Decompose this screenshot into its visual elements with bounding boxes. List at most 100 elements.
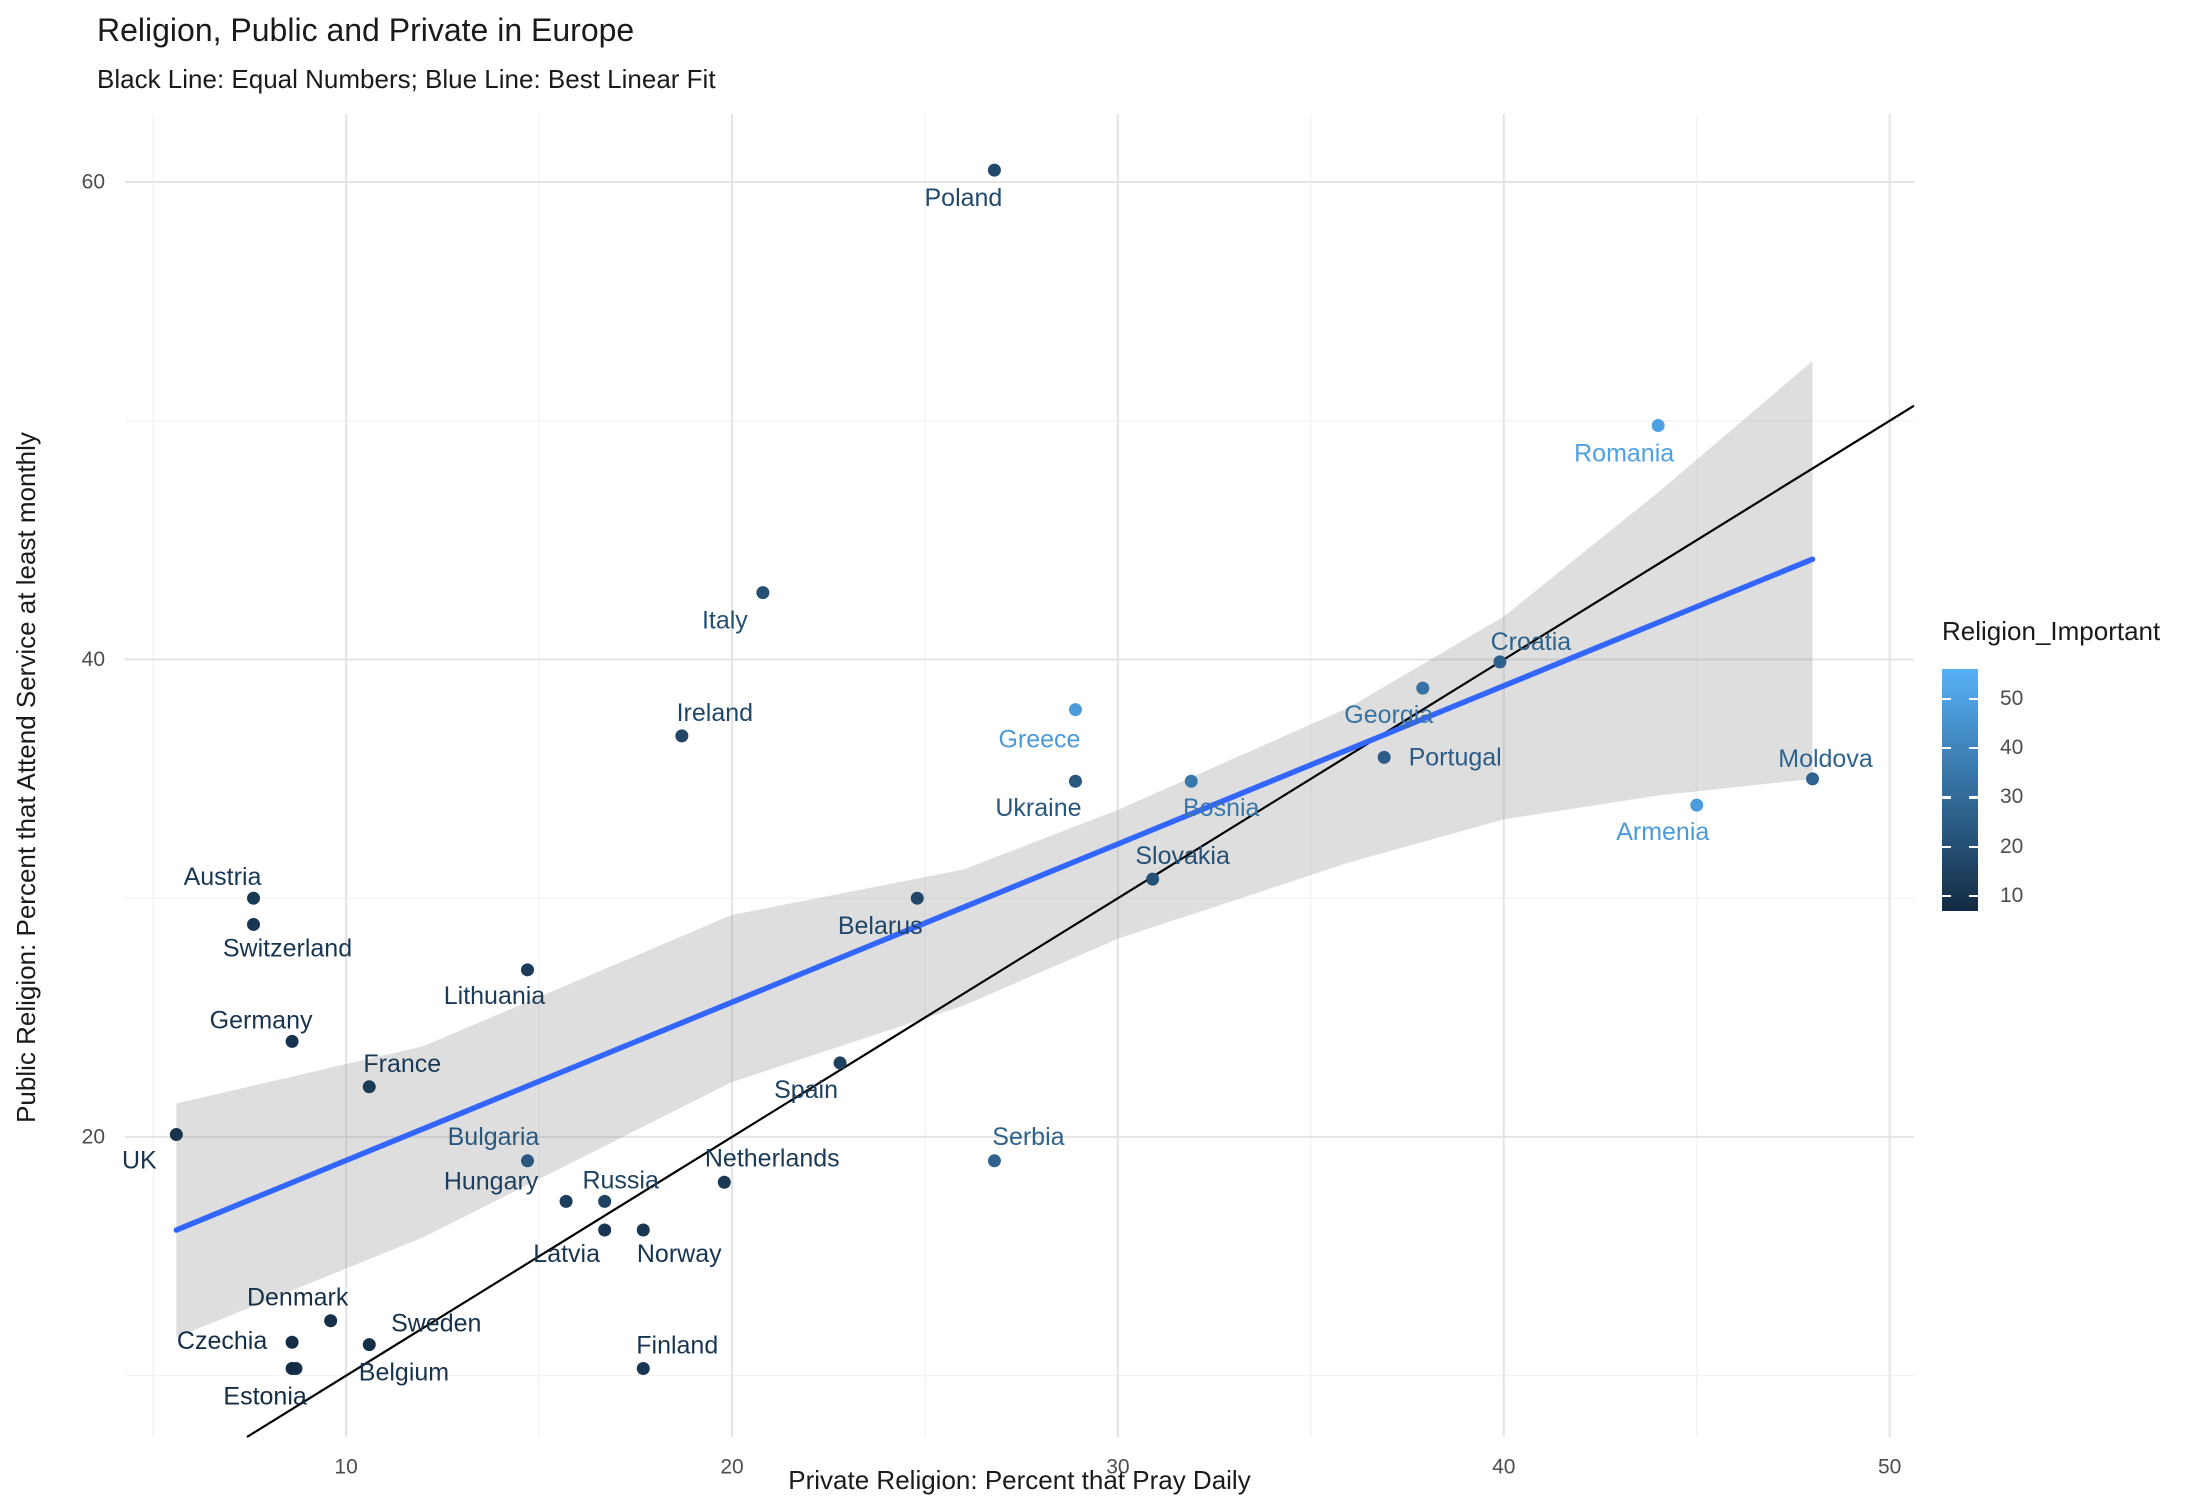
point-label-belgium: Belgium xyxy=(359,1358,449,1386)
point-finland xyxy=(636,1361,650,1375)
legend-title: Religion_Important xyxy=(1942,616,2161,646)
legend-gradient-bar xyxy=(1942,669,1978,911)
point-label-uk: UK xyxy=(122,1147,157,1175)
legend-tick-mark xyxy=(1942,796,1951,799)
point-denmark xyxy=(324,1314,338,1328)
point-hungary xyxy=(559,1194,573,1208)
point-label-denmark: Denmark xyxy=(247,1284,349,1312)
point-label-georgia: Georgia xyxy=(1344,701,1433,729)
point-label-bulgaria: Bulgaria xyxy=(448,1123,540,1151)
y-tick-label: 40 xyxy=(82,648,105,671)
y-axis-title: Public Religion: Percent that Attend Ser… xyxy=(11,432,41,1123)
point-label-hungary: Hungary xyxy=(444,1167,539,1195)
point-label-italy: Italy xyxy=(702,607,748,635)
chart-subtitle: Black Line: Equal Numbers; Blue Line: Be… xyxy=(97,64,716,94)
confidence-band xyxy=(176,361,1813,1338)
point-label-bosnia: Bosnia xyxy=(1183,794,1260,822)
point-label-france: France xyxy=(363,1050,441,1078)
legend-tick-label: 10 xyxy=(2000,884,2024,908)
best-fit-line xyxy=(173,556,1816,1233)
x-tick-label: 50 xyxy=(1878,1456,1901,1479)
point-estonia xyxy=(285,1361,299,1375)
point-sweden xyxy=(362,1338,376,1352)
point-label-germany: Germany xyxy=(210,1006,313,1034)
point-germany xyxy=(285,1034,299,1048)
y-tick-label: 60 xyxy=(82,171,105,194)
legend: Religion_Important 50 40 30 20 10 xyxy=(1942,616,2198,936)
legend-tick-mark xyxy=(1969,697,1978,700)
point-netherlands xyxy=(717,1175,731,1189)
legend-tick-label: 30 xyxy=(2000,785,2024,809)
point-label-switzerland: Switzerland xyxy=(223,934,352,962)
point-latvia xyxy=(598,1223,612,1237)
y-tick-label: 20 xyxy=(82,1125,105,1148)
point-label-armenia: Armenia xyxy=(1616,818,1709,846)
point-moldova xyxy=(1806,772,1820,786)
point-spain xyxy=(833,1056,847,1070)
point-switzerland xyxy=(247,917,261,931)
point-ukraine xyxy=(1068,774,1082,788)
point-greece xyxy=(1068,703,1082,717)
legend-tick-label: 20 xyxy=(2000,834,2024,858)
legend-tick-mark xyxy=(1969,747,1978,750)
point-label-sweden: Sweden xyxy=(391,1310,481,1338)
point-romania xyxy=(1651,419,1665,433)
point-label-moldova: Moldova xyxy=(1778,745,1873,773)
point-label-netherlands: Netherlands xyxy=(705,1144,840,1172)
x-tick-label: 40 xyxy=(1492,1456,1515,1479)
point-norway xyxy=(636,1223,650,1237)
legend-tick-label: 50 xyxy=(2000,686,2024,710)
point-austria xyxy=(247,891,261,905)
legend-tick-mark xyxy=(1969,845,1978,848)
legend-tick-mark xyxy=(1942,845,1951,848)
point-ireland xyxy=(675,729,689,743)
equal-numbers-line xyxy=(246,404,1915,1438)
point-portugal xyxy=(1377,750,1391,764)
point-belarus xyxy=(910,891,924,905)
point-label-romania: Romania xyxy=(1574,440,1674,468)
x-tick-label: 20 xyxy=(720,1456,743,1479)
point-bulgaria xyxy=(520,1154,534,1168)
point-serbia xyxy=(987,1154,1001,1168)
point-russia xyxy=(598,1194,612,1208)
point-label-croatia: Croatia xyxy=(1491,628,1572,656)
x-tick-label: 10 xyxy=(334,1456,357,1479)
point-label-austria: Austria xyxy=(184,863,262,891)
point-czechia xyxy=(285,1335,299,1349)
legend-tick-mark xyxy=(1969,895,1978,898)
point-label-czechia: Czechia xyxy=(177,1327,267,1355)
point-label-ireland: Ireland xyxy=(677,699,753,727)
point-label-finland: Finland xyxy=(636,1331,718,1359)
point-label-russia: Russia xyxy=(582,1166,659,1194)
point-bosnia xyxy=(1184,774,1198,788)
x-axis-title: Private Religion: Percent that Pray Dail… xyxy=(788,1465,1251,1495)
chart-title: Religion, Public and Private in Europe xyxy=(97,12,635,48)
point-label-slovakia: Slovakia xyxy=(1135,842,1230,870)
point-georgia xyxy=(1416,681,1430,695)
point-label-greece: Greece xyxy=(998,726,1080,754)
point-lithuania xyxy=(520,963,534,977)
point-italy xyxy=(756,586,770,600)
point-armenia xyxy=(1690,798,1704,812)
legend-tick-label: 40 xyxy=(2000,736,2024,760)
point-france xyxy=(362,1080,376,1094)
legend-tick-mark xyxy=(1942,697,1951,700)
point-label-serbia: Serbia xyxy=(992,1123,1064,1151)
x-tick-label: 30 xyxy=(1106,1456,1129,1479)
point-label-ukraine: Ukraine xyxy=(995,794,1081,822)
point-label-latvia: Latvia xyxy=(533,1240,600,1268)
point-label-estonia: Estonia xyxy=(223,1382,306,1410)
point-poland xyxy=(987,163,1001,177)
point-label-lithuania: Lithuania xyxy=(444,982,546,1010)
legend-tick-mark xyxy=(1969,796,1978,799)
point-croatia xyxy=(1493,655,1507,669)
point-label-spain: Spain xyxy=(774,1076,838,1104)
legend-tick-mark xyxy=(1942,747,1951,750)
point-slovakia xyxy=(1146,872,1160,886)
point-label-belarus: Belarus xyxy=(838,912,923,940)
point-label-portugal: Portugal xyxy=(1409,743,1502,771)
legend-tick-mark xyxy=(1942,895,1951,898)
point-uk xyxy=(169,1128,183,1142)
